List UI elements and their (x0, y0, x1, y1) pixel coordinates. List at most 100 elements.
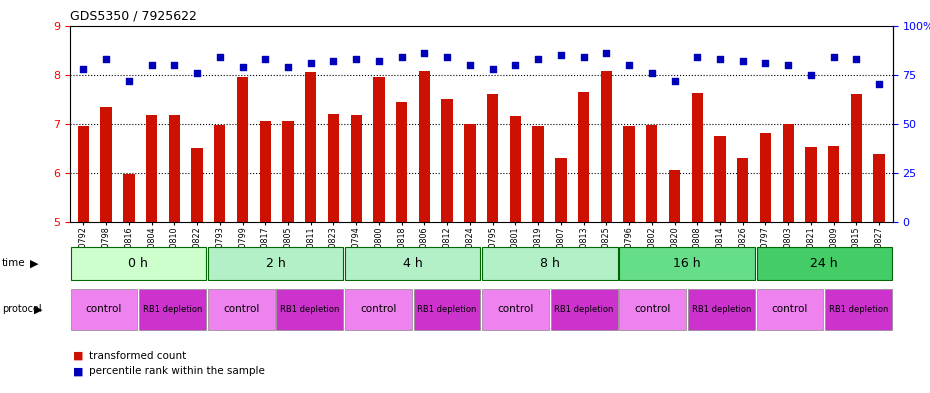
Text: ▶: ▶ (30, 259, 38, 269)
Text: transformed count: transformed count (89, 351, 187, 361)
Point (781, 62, 796, 68)
Point (394, 54, 409, 60)
Point (462, 62, 477, 68)
Bar (237, 77, 248, 222)
Bar (646, 125, 658, 222)
Text: 16 h: 16 h (673, 257, 701, 270)
Point (621, 62, 636, 68)
Text: RB1 depletion: RB1 depletion (692, 305, 751, 314)
Point (144, 62, 159, 68)
Bar (276, 289, 343, 330)
Text: ■: ■ (73, 366, 83, 376)
Bar (327, 114, 339, 222)
Point (122, 77, 137, 84)
Point (349, 56, 364, 62)
Bar (482, 289, 549, 330)
Point (849, 56, 864, 62)
Bar (442, 99, 453, 222)
Point (577, 54, 591, 60)
Point (531, 56, 546, 62)
Bar (192, 148, 203, 222)
Bar (214, 125, 225, 222)
Bar (168, 115, 180, 222)
Bar (464, 124, 475, 222)
Text: 24 h: 24 h (810, 257, 838, 270)
Bar (259, 121, 271, 222)
Point (303, 60, 318, 66)
Text: percentile rank within the sample: percentile rank within the sample (89, 366, 265, 376)
Bar (207, 289, 274, 330)
Point (235, 64, 250, 70)
Bar (351, 115, 362, 222)
Bar (123, 174, 135, 222)
Point (190, 70, 205, 76)
Text: 4 h: 4 h (403, 257, 422, 270)
Bar (601, 71, 612, 222)
Text: RB1 depletion: RB1 depletion (829, 305, 888, 314)
Point (417, 50, 432, 56)
Point (326, 58, 341, 64)
Bar (414, 289, 481, 330)
Bar (714, 136, 725, 222)
Bar (828, 146, 840, 222)
Bar (805, 147, 817, 222)
Point (599, 50, 614, 56)
Text: RB1 depletion: RB1 depletion (554, 305, 614, 314)
Point (166, 62, 181, 68)
Bar (692, 93, 703, 222)
Bar (482, 247, 618, 279)
Point (804, 72, 818, 78)
Bar (737, 158, 749, 222)
Point (871, 81, 886, 88)
Bar (510, 116, 521, 222)
Bar (756, 247, 892, 279)
Text: control: control (634, 305, 671, 314)
Text: ■: ■ (73, 351, 83, 361)
Text: RB1 depletion: RB1 depletion (280, 305, 339, 314)
Bar (100, 107, 112, 222)
Text: 2 h: 2 h (266, 257, 286, 270)
Bar (396, 102, 407, 222)
Bar (619, 289, 686, 330)
Point (508, 62, 523, 68)
Bar (345, 289, 412, 330)
Text: control: control (223, 305, 259, 314)
Bar (578, 92, 590, 222)
Bar (146, 115, 157, 222)
Bar (305, 72, 316, 222)
Text: control: control (86, 305, 122, 314)
Bar (373, 77, 385, 222)
Point (712, 56, 727, 62)
Point (258, 56, 272, 62)
Bar (619, 247, 755, 279)
Bar (551, 289, 618, 330)
Point (371, 58, 386, 64)
Point (76, 66, 91, 72)
Text: GDS5350 / 7925622: GDS5350 / 7925622 (70, 10, 196, 23)
Point (485, 66, 500, 72)
Bar (851, 94, 862, 222)
Bar (207, 247, 343, 279)
Text: protocol: protocol (2, 304, 42, 314)
Bar (345, 247, 481, 279)
Bar (78, 126, 89, 222)
Bar (71, 289, 138, 330)
Bar (756, 289, 823, 330)
Point (826, 54, 841, 60)
Bar (688, 289, 755, 330)
Text: RB1 depletion: RB1 depletion (418, 305, 477, 314)
Bar (487, 94, 498, 222)
Text: 8 h: 8 h (540, 257, 560, 270)
Point (99, 56, 113, 62)
Bar (623, 126, 635, 222)
Bar (873, 154, 884, 222)
Point (440, 54, 455, 60)
Point (758, 60, 773, 66)
Point (212, 54, 227, 60)
Point (553, 52, 568, 58)
Text: control: control (360, 305, 396, 314)
Text: RB1 depletion: RB1 depletion (143, 305, 203, 314)
Bar (555, 158, 566, 222)
Bar (418, 71, 430, 222)
Bar (140, 289, 206, 330)
